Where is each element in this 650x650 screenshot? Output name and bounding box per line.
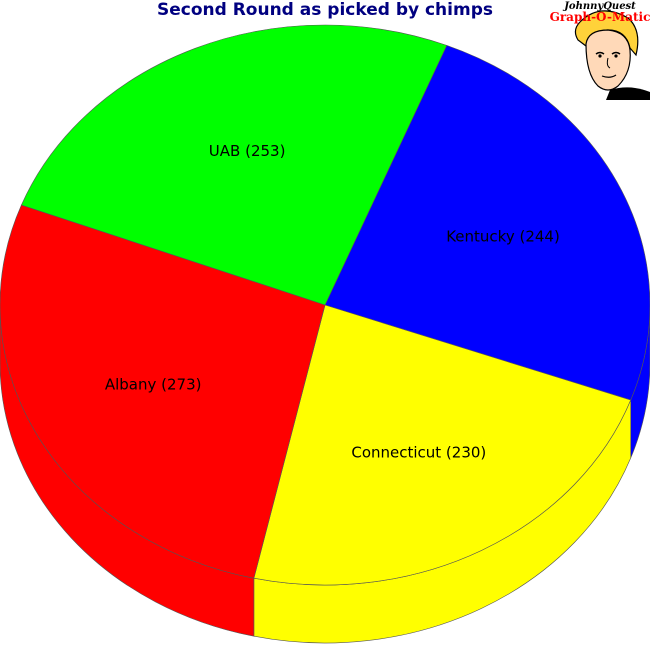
slice-label-albany: Albany (273)	[105, 375, 202, 393]
slice-label-connecticut: Connecticut (230)	[351, 443, 486, 461]
chart-title: Second Round as picked by chimps	[156, 0, 493, 20]
logo-line1: JohnnyQuest	[562, 1, 636, 12]
johnny-quest-logo: JohnnyQuest Graph-O-Matic	[550, 0, 650, 100]
pie-slice-albany	[0, 204, 326, 579]
slice-label-uab: UAB (253)	[209, 142, 286, 160]
pie-slice-kentucky	[324, 45, 650, 401]
logo-line2: Graph-O-Matic	[550, 10, 650, 24]
pie-slice-uab	[21, 24, 448, 306]
pie-top	[0, 24, 650, 586]
slice-label-kentucky: Kentucky (244)	[446, 227, 560, 245]
pie-slice-connecticut	[253, 304, 632, 586]
pie-labels: Kentucky (244) Connecticut (230) Albany (2…	[105, 142, 560, 461]
